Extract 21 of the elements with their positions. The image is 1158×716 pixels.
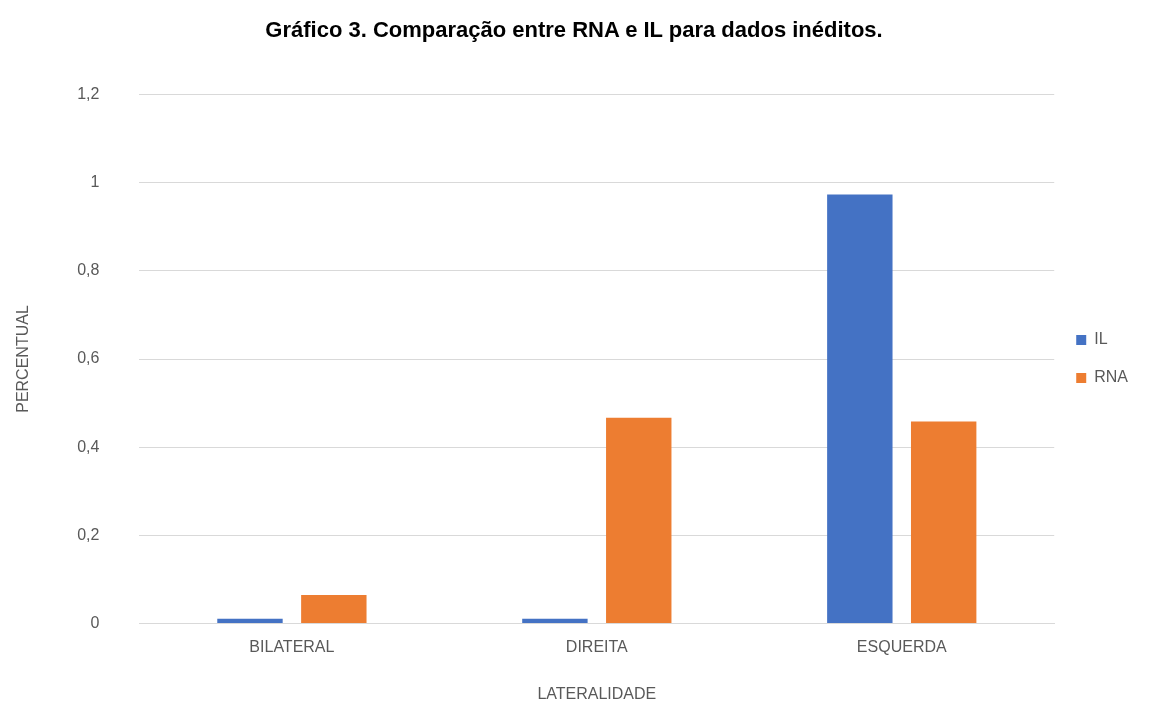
bar [301,594,367,624]
y-tick-label: 0 [90,614,100,632]
bar [522,618,588,624]
y-tick-label: 0,2 [77,525,100,543]
chart-title: Gráfico 3. Comparação entre RNA e IL para dados inéditos. [265,17,883,43]
bar [217,618,283,624]
legend-label: RNA [1094,368,1129,386]
x-tick-label: DIREITA [565,637,629,655]
x-tick-label: ESQUERDA [856,637,947,655]
x-tick-label: BILATERAL [249,637,335,655]
bar [910,421,977,624]
y-tick-label: 1,2 [77,84,100,102]
legend-label: IL [1094,330,1108,348]
y-tick-label: 0,8 [77,261,100,279]
bar [606,417,672,624]
bar [827,194,893,624]
y-tick-label: 1 [90,173,100,191]
x-axis-title: LATERALIDADE [537,684,657,702]
y-tick-label: 0,6 [77,349,100,367]
y-tick-label: 0,4 [77,437,100,455]
y-axis-title: PERCENTUAL [14,305,32,413]
